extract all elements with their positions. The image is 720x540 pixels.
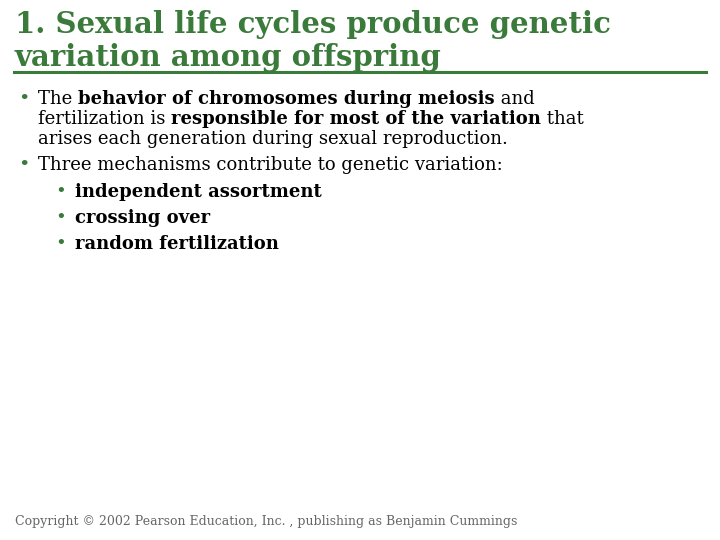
Text: fertilization is: fertilization is [38,110,171,128]
Text: independent assortment: independent assortment [75,183,322,201]
Text: and: and [495,90,534,108]
Text: •: • [18,90,30,108]
Text: •: • [55,209,66,227]
Text: 1. Sexual life cycles produce genetic: 1. Sexual life cycles produce genetic [15,10,611,39]
Text: random fertilization: random fertilization [75,235,279,253]
Text: arises each generation during sexual reproduction.: arises each generation during sexual rep… [38,130,508,148]
Text: The: The [38,90,78,108]
Text: behavior of chromosomes during meiosis: behavior of chromosomes during meiosis [78,90,495,108]
Text: variation among offspring: variation among offspring [15,43,442,71]
Text: Copyright © 2002 Pearson Education, Inc. , publishing as Benjamin Cummings: Copyright © 2002 Pearson Education, Inc.… [15,515,518,528]
Text: Three mechanisms contribute to genetic variation:: Three mechanisms contribute to genetic v… [38,157,503,174]
Text: •: • [55,183,66,201]
Text: that: that [541,110,584,128]
Text: •: • [55,235,66,253]
Text: •: • [18,157,30,174]
Text: responsible for most of the variation: responsible for most of the variation [171,110,541,128]
Text: crossing over: crossing over [75,209,210,227]
